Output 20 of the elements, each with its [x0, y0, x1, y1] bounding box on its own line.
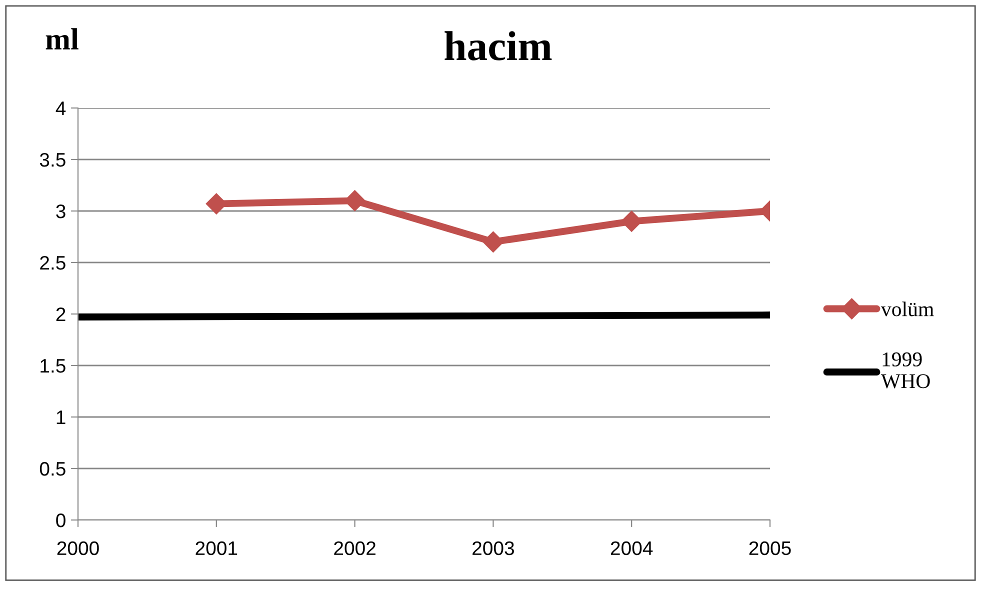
y-tick-label: 1 [56, 410, 66, 424]
legend-label: volüm [880, 302, 934, 316]
x-tick-label: 2005 [749, 541, 791, 556]
y-tick-label: 2.5 [40, 256, 66, 270]
x-tick-label: 2002 [334, 541, 376, 556]
x-tick-label: 2001 [196, 541, 238, 556]
x-tick-label: 2000 [57, 541, 99, 556]
legend-label: 1999 WHO [880, 352, 930, 388]
y-tick-label: 0.5 [40, 462, 66, 476]
y-tick-label: 4 [56, 102, 66, 116]
y-axis-title: ml [46, 28, 78, 50]
x-tick-label: 2003 [472, 541, 514, 556]
y-tick-label: 2 [56, 307, 66, 322]
chart-title: hacim [444, 31, 552, 60]
y-tick-label: 0 [56, 513, 66, 528]
point [482, 231, 504, 252]
y-tick-label: 3 [56, 204, 66, 218]
y-tick-label: 3.5 [40, 152, 66, 167]
y-tick-label: 1.5 [40, 359, 66, 373]
x-tick-label: 2004 [610, 541, 653, 556]
